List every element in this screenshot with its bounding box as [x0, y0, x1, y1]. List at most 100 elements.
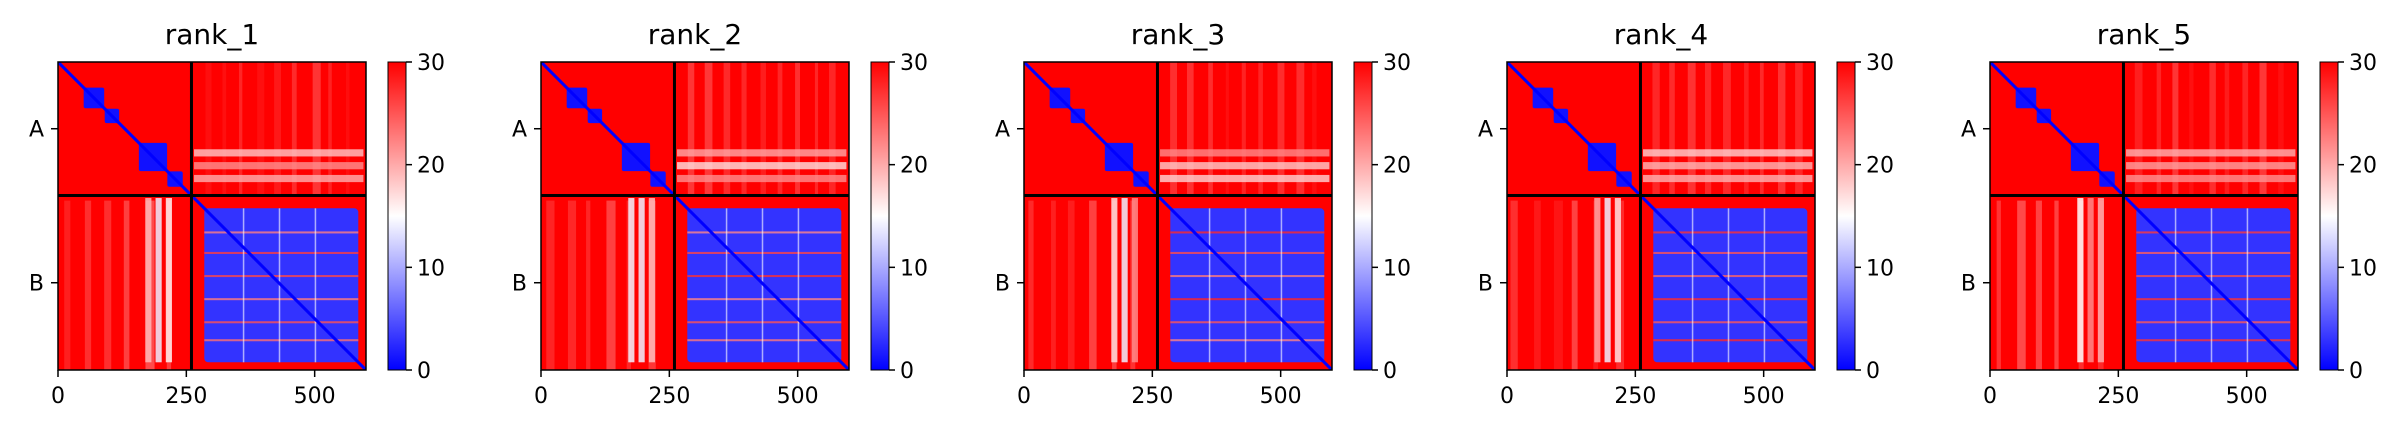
interchain-row [2126, 162, 2296, 170]
x-tick-label: 0 [534, 384, 548, 409]
interchain-row [677, 149, 847, 157]
chainB-gridline [2174, 208, 2177, 363]
heatmap-streak [1296, 62, 1305, 196]
chainB-band [1170, 339, 1325, 342]
y-tick-label: B [995, 272, 1010, 297]
chainB-gridline [1763, 208, 1766, 363]
y-tick-label: A [1961, 118, 1976, 143]
heatmap-streak [205, 62, 212, 196]
heatmap-streak [795, 62, 801, 196]
heatmap-streak [2224, 62, 2230, 196]
heatmap-streak [64, 200, 71, 370]
interchain-col [2077, 198, 2084, 363]
colorbar-tick-label: 0 [417, 359, 431, 384]
heatmap-streak [291, 62, 297, 196]
heatmap-streak [1687, 62, 1696, 196]
panel-title: rank_3 [1131, 18, 1225, 51]
x-tick-label: 500 [2226, 384, 2268, 409]
interchain-row [1160, 149, 1330, 157]
colorbar-tick-label: 20 [2349, 154, 2377, 179]
x-tick-label: 250 [165, 384, 207, 409]
y-tick-label: B [1478, 272, 1493, 297]
chainB-band [204, 275, 359, 278]
heatmap-image [1024, 62, 1332, 370]
heatmap-streak [1704, 62, 1712, 196]
diagonal [1507, 62, 1815, 370]
chainB-band [1170, 321, 1325, 324]
colorbar-tick-label: 10 [1383, 256, 1411, 281]
panel-rank_1: rank_1 0 250 500 A B 0 10 20 30 [29, 18, 445, 409]
chainB-band [1653, 298, 1808, 301]
heatmap-streak [1067, 200, 1075, 370]
diagonal [1990, 62, 2298, 370]
heatmap-streak [1759, 62, 1764, 196]
colorbar-tick-label: 10 [417, 256, 445, 281]
interchain-col [2087, 198, 2094, 363]
chainB-band [2136, 251, 2291, 254]
heatmap-streak [546, 200, 555, 370]
chainB-band [687, 251, 842, 254]
interchain-col [1614, 198, 1621, 363]
interchain-col [1111, 198, 1118, 363]
colorbar-tick-label: 30 [2349, 51, 2377, 76]
heatmap-streak [1669, 62, 1675, 196]
panel-rank_3: rank_3 0 250 500 A B 0 10 20 30 [995, 18, 1411, 409]
colorbar-tick-label: 30 [1866, 51, 1894, 76]
heatmap-streak [328, 62, 332, 196]
y-tick-label: B [1961, 272, 1976, 297]
heatmap-image [541, 62, 849, 370]
interchain-col [1121, 198, 1128, 363]
heatmap-streak [1996, 200, 2001, 370]
chainB-gridline [725, 208, 728, 363]
heatmap-streak [345, 62, 350, 196]
chainB-band [1653, 251, 1808, 254]
diagonal [58, 62, 366, 370]
y-tick-label: A [512, 118, 527, 143]
heatmap-streak [2017, 200, 2026, 370]
plot-frame [1023, 61, 1333, 371]
plot-frame [57, 61, 367, 371]
heatmap-streak [1277, 62, 1285, 196]
heatmap-streak [1186, 62, 1194, 196]
heatmap-streak [1510, 200, 1518, 370]
interchain-col [145, 198, 152, 363]
y-tick-label: A [995, 118, 1010, 143]
x-tick-label: 0 [1017, 384, 1031, 409]
chainB-band [2136, 275, 2291, 278]
interchain-row [1643, 162, 1813, 170]
chainB-band [1653, 339, 1808, 342]
interchain-row [1160, 174, 1330, 183]
heatmap-streak [1795, 62, 1803, 196]
heatmap-streak [1723, 62, 1731, 196]
heatmap-streak [829, 62, 836, 196]
chainB-band [204, 298, 359, 301]
heatmap-streak [2054, 200, 2059, 370]
colorbar [870, 61, 890, 371]
colorbar [2319, 61, 2339, 371]
heatmap-streak [2134, 62, 2143, 196]
chainB-band [687, 321, 842, 324]
interchain-row [194, 162, 364, 170]
colorbar-tick-label: 0 [2349, 359, 2363, 384]
chainB-band [1653, 231, 1808, 234]
y-tick-label: B [512, 272, 527, 297]
chainB-gridline [2246, 208, 2249, 363]
heatmap-streak [1051, 200, 1056, 370]
panel-rank_2: rank_2 0 250 500 A B 0 10 20 30 [512, 18, 928, 409]
chainB-band [204, 251, 359, 254]
heatmap-streak [777, 62, 783, 196]
colorbar-tick-label: 30 [1383, 51, 1411, 76]
x-tick-label: 500 [1260, 384, 1302, 409]
heatmap-streak [586, 200, 591, 370]
heatmap-streak [1258, 62, 1263, 196]
x-tick-label: 250 [1614, 384, 1656, 409]
interchain-row [2126, 174, 2296, 183]
chainB-band [204, 339, 359, 342]
chainB-band [2136, 339, 2291, 342]
heatmap-streak [238, 62, 243, 196]
panel-title: rank_2 [648, 18, 742, 51]
heatmap-streak [1553, 200, 1563, 370]
interchain-row [677, 162, 847, 170]
chainB-band [1170, 298, 1325, 301]
chainB-gridline [314, 208, 317, 363]
